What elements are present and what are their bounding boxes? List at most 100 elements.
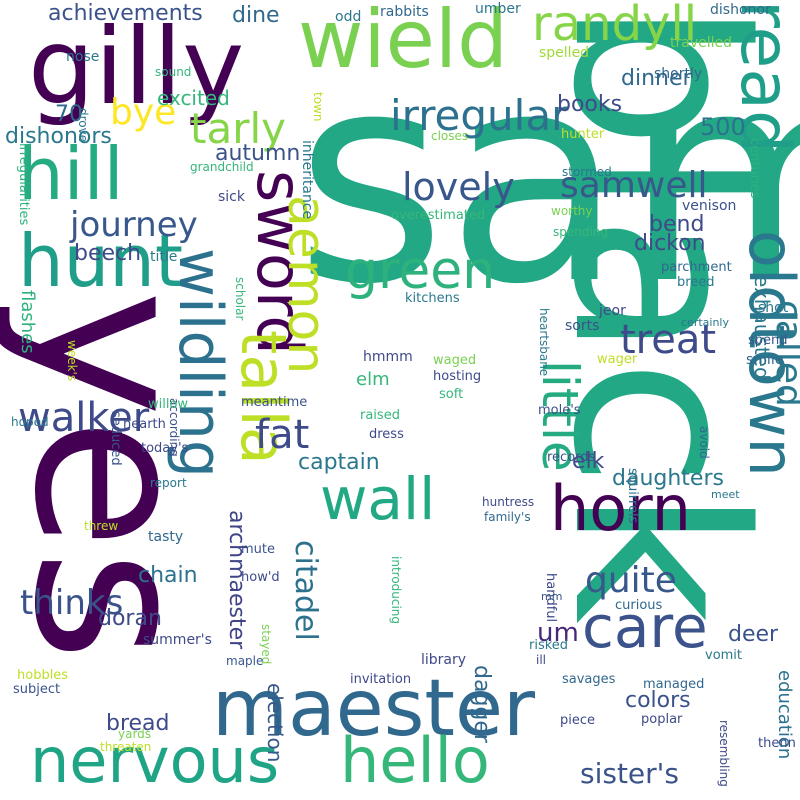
word-achievements: achievements [48, 1, 203, 26]
word-spending: spending [553, 225, 609, 239]
word-bye: bye [110, 92, 177, 133]
word-doran: doran [98, 606, 162, 631]
word-hunt: hunt [18, 219, 184, 303]
word-savages: savages [562, 672, 616, 687]
word-resembling: resembling [717, 720, 731, 787]
word-treat: treat [620, 317, 717, 363]
word-journey: journey [70, 205, 198, 245]
word-citadel: citadel [288, 540, 323, 641]
word-worthy: worthy [551, 204, 593, 218]
word-dickon: dickon [634, 231, 706, 256]
word-gilly: gilly [28, 6, 245, 128]
word-lovely: lovely [402, 165, 515, 209]
word-seduced: seduced [108, 411, 123, 466]
word-shortly: shortly [654, 66, 703, 82]
word-fat: fat [255, 412, 310, 458]
word-family-s: family's [484, 510, 531, 524]
word-um: um [537, 618, 579, 648]
word-threw: threw [84, 519, 119, 533]
word-aemon: aemon [276, 195, 336, 375]
word-70: 70 [55, 102, 83, 127]
word-yards: yards [118, 727, 152, 741]
word-dishonor: dishonor [710, 2, 771, 18]
word-hill: hill [18, 132, 124, 216]
word-dine: dine [232, 3, 280, 28]
word-bread: bread [106, 711, 170, 736]
word-mm: mm [541, 590, 563, 603]
word-certainly: certainly [681, 316, 729, 329]
word-chain: chain [138, 563, 198, 588]
word-samwell: samwell [560, 165, 708, 206]
word-hosting: hosting [433, 369, 482, 384]
word-mute: mute [241, 542, 275, 557]
word-nose: nose [66, 49, 100, 65]
word-huntress: huntress [482, 495, 535, 509]
word-thinks: thinks [20, 583, 124, 623]
word-odd: odd [335, 9, 362, 25]
word-bend: bend [649, 212, 705, 237]
word-walker: walker [18, 395, 150, 441]
word-overestimated: overestimated [391, 208, 486, 223]
word-hoped: hoped [11, 415, 49, 429]
word-managed: managed [643, 677, 705, 692]
word-drove: drove [76, 108, 90, 143]
word-election: election [263, 683, 287, 763]
word-jeor: jeor [599, 303, 626, 319]
word-smile: smile [746, 352, 784, 368]
word-wager: wager [597, 352, 638, 367]
word-dagger: dagger [469, 665, 494, 743]
word-daughters: daughters [612, 466, 724, 491]
word-beech: beech [74, 241, 142, 266]
word-risked: risked [529, 638, 569, 653]
word-raised: raised [360, 408, 400, 423]
word-meantime: meantime [241, 395, 308, 410]
word-library: library [421, 652, 467, 668]
word-hmmm: hmmm [363, 349, 413, 365]
word-quite: quite [585, 560, 677, 601]
word-hobbles: hobbles [17, 668, 69, 683]
word-town: town [311, 92, 325, 122]
word-today-s: today's [141, 441, 189, 456]
word-spelled: spelled [539, 45, 590, 61]
word-heartsbane: heartsbane [537, 308, 551, 377]
word-how-d: how'd [241, 570, 280, 585]
word-closes: closes [431, 129, 469, 143]
word-waged: waged [433, 353, 477, 368]
word-hearth: hearth [123, 417, 166, 432]
word-subject: subject [13, 682, 61, 697]
word-avoid: avoid [697, 426, 711, 459]
word-spend: spend [748, 333, 788, 348]
word-thenn: thenn [758, 736, 796, 751]
word-excited: excited [157, 86, 230, 110]
word-kitchens: kitchens [405, 291, 460, 306]
word-elk: elk [572, 449, 605, 474]
word-care: care [582, 593, 708, 661]
word-invitation: invitation [350, 672, 412, 687]
word-meet: meet [711, 488, 740, 501]
word-colors: colors [625, 688, 691, 713]
word-tarly: tarly [190, 104, 286, 153]
word-wall: wall [320, 465, 436, 533]
word-maester: maester [212, 664, 536, 754]
word-umber: umber [475, 1, 521, 17]
word-flashes: flashes [17, 290, 38, 354]
word-stormed: stormed [562, 165, 612, 179]
word-threaten: threaten [100, 740, 152, 754]
word-sam: sam [295, 11, 800, 348]
word-shot: shot [758, 300, 789, 316]
word-green: green [345, 241, 496, 301]
word-mole-s: mole's [538, 403, 581, 418]
word-centuries: centuries [747, 138, 762, 199]
word-deer: deer [728, 622, 779, 647]
word-irregularities: irregularities [16, 143, 31, 226]
word-parchment: parchment [661, 260, 732, 275]
word-dinner: dinner [621, 66, 692, 91]
word-breed: breed [677, 275, 715, 290]
word-travelled: travelled [670, 35, 733, 51]
word-randyll: randyll [532, 0, 698, 52]
word-squirrels: squirrels [625, 468, 640, 524]
word-sound: sound [155, 65, 192, 79]
word-nervous: nervous [30, 724, 280, 797]
word-ill: ill [536, 653, 547, 667]
